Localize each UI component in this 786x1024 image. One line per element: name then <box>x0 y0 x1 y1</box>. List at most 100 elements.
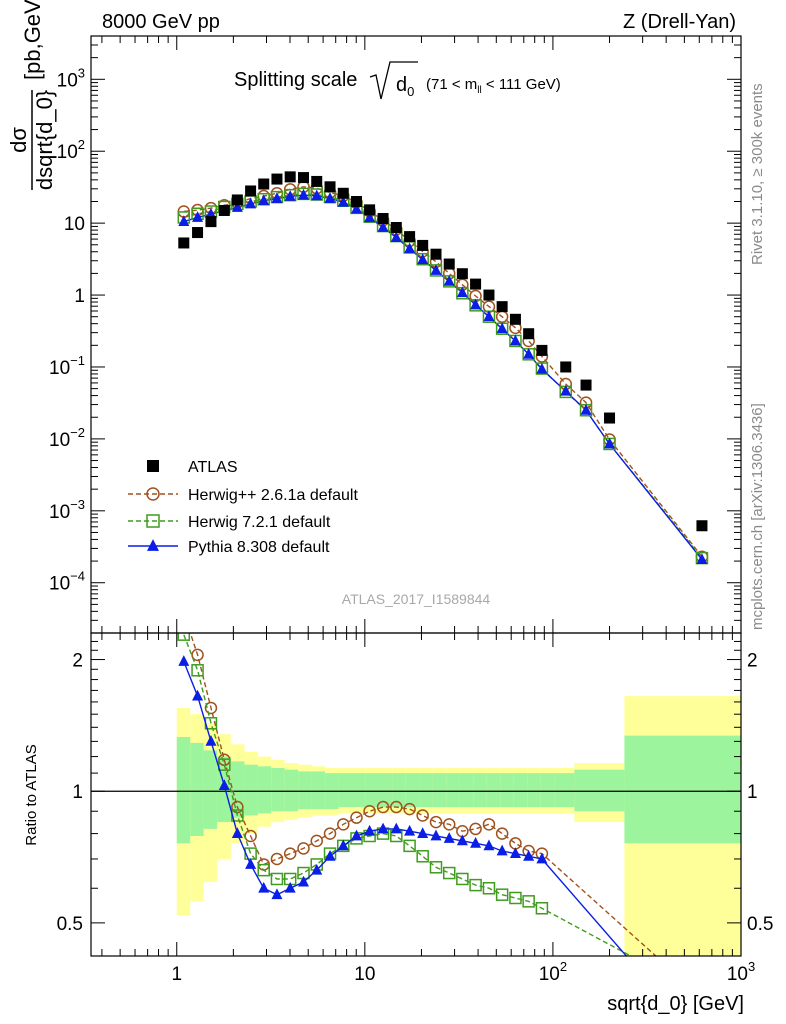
ratio-point-triangle <box>404 824 416 836</box>
main-point-triangle <box>604 437 616 449</box>
ratio-line-square <box>183 634 633 956</box>
main-point-triangle <box>580 403 592 415</box>
legend-marker-triangle <box>147 539 159 551</box>
green-band-bin <box>379 773 393 808</box>
uncertainty-band-layer <box>91 696 741 956</box>
green-band-bin <box>527 773 541 808</box>
ratio-point-circle <box>509 837 522 850</box>
green-band-bin <box>203 750 218 829</box>
y-tick-label: 102 <box>57 137 85 163</box>
title-main: Splitting scale <box>234 69 357 91</box>
ratio-tick-label-right: 2 <box>747 651 758 672</box>
main-point-data <box>604 412 616 424</box>
main-point-data <box>509 313 521 325</box>
main-point-triangle <box>536 362 548 374</box>
ratio-frame <box>90 632 742 957</box>
main-point-data <box>324 181 336 193</box>
main-point-data <box>483 289 495 301</box>
x-tick-label: 10 <box>354 964 375 985</box>
ratio-point-triangle <box>430 829 442 841</box>
ratio-point-circle <box>429 815 443 829</box>
ratio-point-circle <box>376 800 390 814</box>
ratio-point-triangle <box>284 881 296 893</box>
green-band-bin <box>419 773 433 808</box>
green-band-bin <box>365 773 380 808</box>
ratio-point-circle <box>403 802 416 816</box>
ratio-tick-label-left: 0.5 <box>57 914 83 935</box>
axes-layer: 1 10 102 103 10−4 10−3 10−2 10−1 1 10 102 103 0.5 0.5… <box>49 35 773 985</box>
x-tick-label: 103 <box>727 959 755 985</box>
green-band-bin <box>284 769 299 812</box>
ylabel-numerator: dσ <box>6 127 31 153</box>
main-panel <box>177 171 709 565</box>
ratio-point-square <box>442 866 456 880</box>
main-point-data <box>351 195 363 207</box>
ratio-series-layer <box>177 608 657 956</box>
x-tick-label: 1 <box>171 964 182 985</box>
ratio-point-triangle <box>390 822 402 834</box>
ratio-point-circle <box>442 818 456 831</box>
main-point-triangle <box>417 253 429 265</box>
main-point-data <box>496 301 508 313</box>
y-tick-label: 103 <box>57 65 85 91</box>
x-tick-label: 102 <box>539 959 567 985</box>
main-point-data <box>377 213 389 225</box>
ratio-point-square <box>257 863 270 877</box>
main-point-triangle <box>443 275 455 286</box>
main-point-triangle <box>231 201 243 212</box>
ratio-point-triangle <box>523 849 535 861</box>
ratio-point-square <box>509 891 522 905</box>
green-band-bin <box>405 773 420 808</box>
y-tick-label: 10−3 <box>49 497 85 523</box>
ratio-point-square <box>270 872 284 886</box>
ratio-point-square <box>416 850 429 863</box>
ratio-point-triangle <box>192 689 204 701</box>
green-band-bin <box>624 735 741 844</box>
ratio-point-triangle <box>311 863 323 875</box>
main-point-triangle <box>324 192 336 203</box>
legend: ATLAS Herwig++ 2.6.1a default Herwig 7.2.1… <box>128 459 358 556</box>
main-series-layer <box>177 171 709 565</box>
main-point-triangle <box>404 242 416 254</box>
legend-label: ATLAS <box>188 459 238 476</box>
ratio-point-triangle <box>218 779 230 791</box>
ratio-point-triangle <box>337 839 349 851</box>
rivet-version-label: Rivet 3.1.10, ≥ 300k events <box>749 83 766 265</box>
main-point-data <box>178 237 190 249</box>
green-band-bin <box>271 767 285 812</box>
ylabel-denominator: dsqrt{d_0} <box>32 90 57 190</box>
y-tick-label: 10−1 <box>49 353 85 379</box>
ratio-point-square <box>522 895 535 908</box>
green-band-bin <box>446 773 460 808</box>
ratio-point-circle <box>390 800 403 814</box>
main-point-triangle <box>351 202 363 214</box>
legend-label: Herwig 7.2.1 default <box>188 514 331 531</box>
legend-marker-square <box>146 514 160 528</box>
ratio-point-triangle <box>456 834 468 846</box>
mcplots-reference-label: mcplots.cern.ch [arXiv:1306.3436] <box>749 403 766 630</box>
main-point-data <box>430 248 442 260</box>
main-ylabel: dσ dsqrt{d_0} [pb,GeV-1] <box>6 0 57 190</box>
ratio-point-circle <box>178 608 189 619</box>
ratio-point-circle <box>469 822 482 836</box>
ratio-point-circle <box>297 842 310 855</box>
ratio-point-circle <box>482 818 496 831</box>
ratio-panel <box>91 608 741 956</box>
main-point-data <box>580 379 592 391</box>
main-point-data <box>470 278 482 290</box>
main-point-triangle <box>483 310 495 322</box>
main-point-data <box>284 171 296 183</box>
main-point-data <box>298 172 310 184</box>
ratio-point-circle <box>270 852 284 866</box>
main-point-data <box>218 204 230 216</box>
sqrt-sign-icon <box>369 61 418 100</box>
main-point-triangle <box>364 211 376 223</box>
ratio-point-triangle <box>496 844 508 856</box>
analysis-id-label: ATLAS_2017_I1589844 <box>342 591 491 607</box>
ratio-point-circle <box>363 804 376 818</box>
green-band-bin <box>257 766 272 814</box>
ratio-point-triangle <box>483 839 495 851</box>
ratio-tick-label-left: 1 <box>72 782 83 803</box>
green-band-bin <box>540 773 555 808</box>
ratio-point-circle <box>191 648 204 662</box>
